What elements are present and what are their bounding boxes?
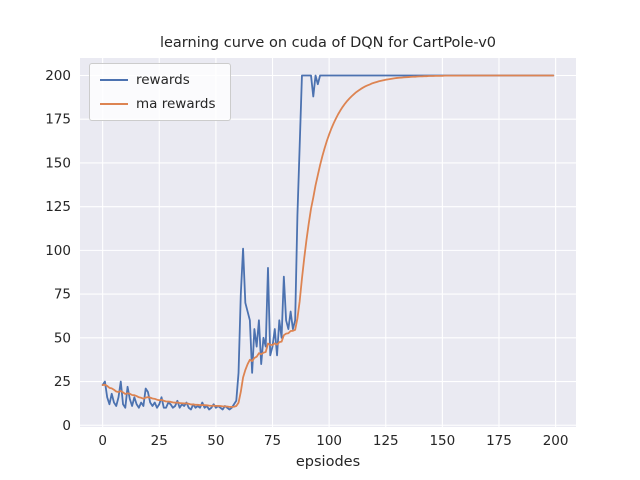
x-tick-label: 25 bbox=[151, 433, 168, 449]
legend: rewards ma rewards bbox=[89, 63, 231, 121]
legend-line-sample bbox=[100, 79, 128, 81]
y-tick-label: 50 bbox=[54, 330, 71, 346]
y-tick-label: 0 bbox=[62, 418, 71, 434]
x-tick-label: 0 bbox=[98, 433, 107, 449]
y-tick-label: 200 bbox=[45, 68, 71, 84]
x-tick-label: 200 bbox=[543, 433, 569, 449]
x-tick-label: 100 bbox=[316, 433, 342, 449]
y-tick-label: 125 bbox=[45, 199, 71, 215]
x-tick-label: 150 bbox=[429, 433, 455, 449]
legend-item-ma-rewards: ma rewards bbox=[100, 96, 216, 112]
x-tick-label: 75 bbox=[264, 433, 281, 449]
legend-item-rewards: rewards bbox=[100, 72, 216, 88]
y-tick-label: 175 bbox=[45, 112, 71, 128]
x-tick-label: 175 bbox=[486, 433, 512, 449]
y-tick-label: 25 bbox=[54, 374, 71, 390]
y-tick-label: 75 bbox=[54, 287, 71, 303]
chart-title: learning curve on cuda of DQN for CartPo… bbox=[160, 35, 496, 51]
x-tick-label: 50 bbox=[207, 433, 224, 449]
legend-label: ma rewards bbox=[136, 96, 216, 112]
x-axis-label: epsiodes bbox=[296, 454, 360, 470]
y-tick-label: 150 bbox=[45, 155, 71, 171]
y-tick-label: 100 bbox=[45, 243, 71, 259]
legend-label: rewards bbox=[136, 72, 190, 88]
legend-line-sample bbox=[100, 103, 128, 105]
x-tick-label: 125 bbox=[373, 433, 399, 449]
ma-rewards-line bbox=[101, 74, 555, 408]
